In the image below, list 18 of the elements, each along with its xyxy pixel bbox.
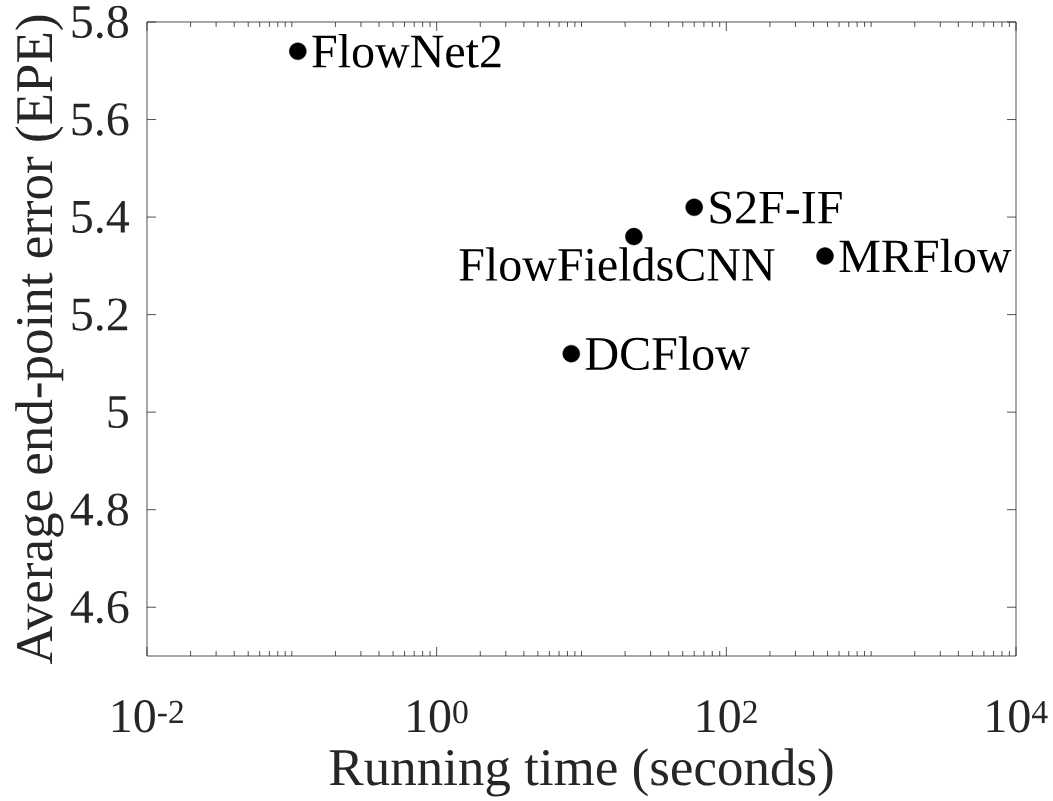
y-axis-title: Average end-point error (EPE) [15,15,64,664]
annotation: DCFlow [585,336,750,371]
annotation: FlowNet2 [312,33,501,68]
annotation: FlowFieldsCNN [459,247,775,282]
y-tick-label: 5.8 [72,5,128,39]
y-tick-label: 5.2 [72,298,128,331]
y-tick-label: 4.6 [70,591,129,624]
x-tick-label: 10$^{0}$ [408,700,468,733]
y-tick-label: 5 [108,396,128,429]
y-tick-label: 5.6 [72,103,129,136]
x-tick-label: 10$^{-2}$ [112,700,183,733]
annotation: MRFlow [839,238,1012,273]
y-tick-label: 4.8 [70,493,128,526]
annotation: S2F-IF [710,191,842,224]
x-tick-label: 10$^{2}$ [697,700,757,733]
x-axis-title: Running time (seconds) [329,748,833,797]
y-tick-label: 5.4 [72,200,130,234]
x-tick-label: 10$^{4}$ [987,700,1048,733]
